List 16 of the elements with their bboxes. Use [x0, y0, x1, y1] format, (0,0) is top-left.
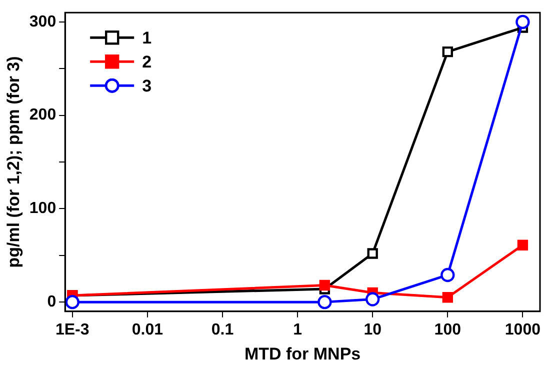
- legend-label: 3: [142, 76, 152, 96]
- y-tick-label: 300: [29, 13, 56, 30]
- x-tick-label: 1E-3: [55, 321, 90, 338]
- x-tick-label: 100: [434, 321, 462, 338]
- legend-label: 2: [142, 52, 152, 72]
- legend-label: 1: [142, 28, 152, 48]
- y-tick-label: 0: [47, 293, 56, 310]
- x-tick-label: 10: [364, 321, 382, 338]
- y-axis-title: pg/ml (for 1,2); ppm (for 3): [4, 56, 23, 268]
- y-tick-label: 200: [29, 106, 56, 124]
- x-tick-label: 0.01: [132, 321, 164, 338]
- x-axis-title: MTD for MNPs: [244, 344, 361, 364]
- y-tick-label: 100: [29, 200, 56, 218]
- x-tick-label: 1: [293, 321, 302, 338]
- x-tick-label: 0.1: [211, 321, 234, 338]
- x-tick-label: 1000: [504, 321, 541, 338]
